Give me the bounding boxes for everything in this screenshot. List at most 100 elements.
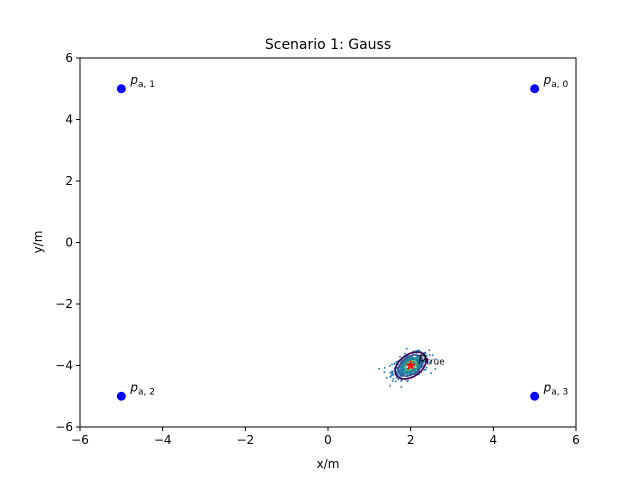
density-contours <box>394 351 428 380</box>
x-tick-label: −2 <box>236 433 254 447</box>
true-position-star <box>405 360 416 370</box>
sample-point <box>400 363 403 365</box>
sample-point <box>403 373 405 376</box>
sample-point <box>406 357 408 360</box>
density-contour <box>394 351 428 380</box>
true-position-label: ptrue <box>418 351 446 368</box>
sample-point <box>426 361 429 363</box>
sample-point <box>423 361 425 363</box>
y-tick-label: −2 <box>55 297 73 311</box>
sample-point <box>418 373 420 376</box>
sample-point <box>389 372 392 374</box>
x-tick-label: 2 <box>407 433 415 447</box>
chart-title: Scenario 1: Gauss <box>265 37 391 53</box>
sample-point <box>403 369 406 372</box>
y-axis-ticks: −6 −4 −2 0 2 4 6 <box>55 51 80 434</box>
sample-point <box>424 351 427 354</box>
sample-point <box>393 362 396 365</box>
y-axis-label: y/m <box>31 231 45 254</box>
sample-point <box>399 374 402 377</box>
sample-point <box>397 378 399 381</box>
sample-point <box>412 361 415 363</box>
x-tick-label: 0 <box>324 433 332 447</box>
sample-point <box>398 370 401 373</box>
sample-point <box>415 360 418 362</box>
sample-point <box>412 369 415 371</box>
sample-point <box>410 356 413 359</box>
sample-point <box>395 370 397 373</box>
sample-point <box>399 366 401 368</box>
sample-point <box>418 350 421 352</box>
sample-point <box>416 356 418 358</box>
sample-point <box>425 354 427 357</box>
sample-point <box>434 368 437 370</box>
sample-point <box>400 380 403 382</box>
sample-point <box>431 354 434 356</box>
y-tick-label: 2 <box>65 174 73 188</box>
sample-point <box>420 360 423 363</box>
x-axis-ticks: −6 −4 −2 0 2 4 6 <box>71 427 580 447</box>
sample-point <box>398 375 401 378</box>
sample-point <box>416 359 419 361</box>
anchor-points: pa, 0 pa, 1 pa, 2 pa, 3 <box>116 73 569 401</box>
sample-point <box>417 360 420 363</box>
sample-point <box>408 362 411 364</box>
sample-point <box>424 359 427 361</box>
sample-point <box>429 361 431 364</box>
sample-point <box>430 360 432 363</box>
sample-point <box>400 386 403 388</box>
sample-point <box>399 360 401 363</box>
sample-point <box>416 360 419 362</box>
sample-point <box>385 376 388 379</box>
sample-point <box>414 373 417 375</box>
sample-point <box>396 373 399 375</box>
sample-point <box>408 357 410 359</box>
sample-point <box>403 368 405 371</box>
sample-point <box>420 361 423 364</box>
sample-point <box>425 366 428 369</box>
sample-point <box>397 363 399 366</box>
y-tick-label: 6 <box>65 51 73 65</box>
anchor-label: pa, 1 <box>129 73 155 90</box>
sample-point <box>401 378 403 381</box>
sample-point <box>392 378 395 380</box>
sample-point <box>389 384 391 387</box>
sample-point <box>411 369 414 371</box>
sample-point <box>424 368 427 371</box>
sample-point <box>403 365 406 368</box>
sample-point <box>395 372 398 375</box>
sample-point <box>391 380 394 382</box>
sample-point <box>383 371 386 373</box>
anchor-marker <box>116 84 126 94</box>
sample-point <box>407 370 410 372</box>
sample-point <box>396 371 398 373</box>
y-tick-label: 4 <box>65 113 73 127</box>
sample-point <box>418 357 421 360</box>
sample-point <box>405 347 408 350</box>
sample-point <box>416 372 418 375</box>
x-tick-label: 4 <box>490 433 498 447</box>
sample-point <box>404 363 407 366</box>
sample-point <box>422 353 424 356</box>
sample-point <box>410 358 413 361</box>
sample-point <box>415 359 417 361</box>
sample-point <box>378 368 380 370</box>
sample-point <box>395 360 398 363</box>
sample-point <box>396 369 399 371</box>
sample-point <box>418 356 421 358</box>
true-position-marker: ptrue <box>405 351 445 370</box>
sample-point <box>428 354 431 357</box>
sample-point <box>396 366 398 369</box>
sample-point <box>389 376 392 378</box>
sample-point <box>418 365 421 367</box>
sample-point <box>399 371 402 374</box>
sample-point <box>413 361 416 364</box>
sample-point <box>435 358 437 361</box>
sample-point <box>401 373 404 375</box>
sample-point <box>415 349 417 352</box>
sample-point <box>406 370 408 373</box>
sample-point <box>411 372 413 374</box>
sample-point <box>415 364 418 367</box>
sample-point <box>416 368 419 371</box>
sample-point <box>430 372 432 375</box>
